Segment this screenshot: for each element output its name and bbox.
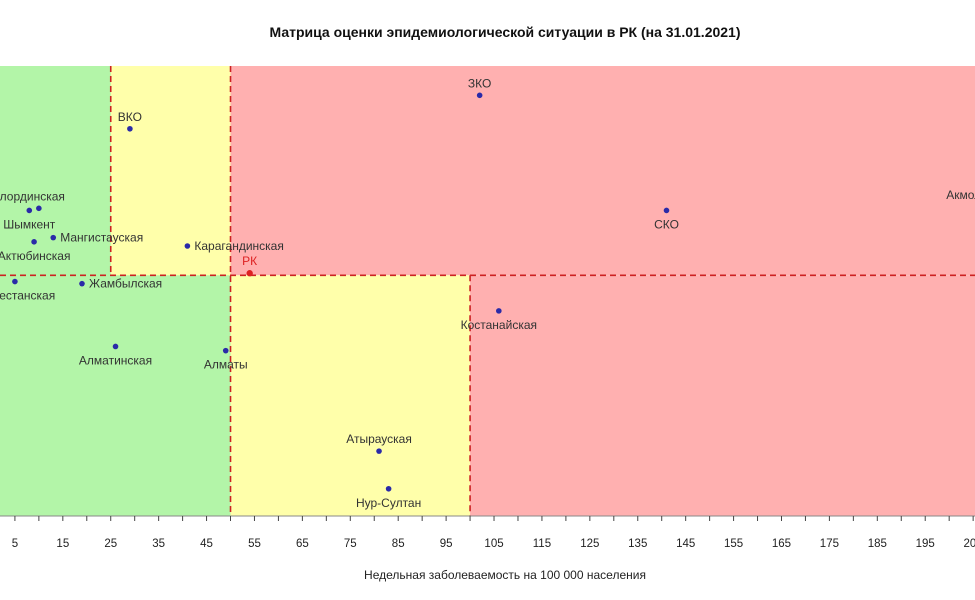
point-label: Нур-Султан — [356, 496, 421, 510]
x-tick-label: 15 — [56, 538, 69, 550]
x-axis: 0515253545556575859510511512513514515516… — [0, 515, 975, 550]
x-tick-label: 125 — [580, 538, 599, 550]
data-point: Мангистауская — [50, 231, 143, 245]
data-point: ВКО — [118, 110, 142, 132]
point-label: Актюбинская — [0, 249, 70, 263]
x-tick-label: 135 — [628, 538, 647, 550]
point-label: Кызылординская — [0, 189, 65, 203]
x-tick-label: 55 — [248, 538, 261, 550]
point-marker — [184, 243, 191, 249]
x-tick-label: 105 — [484, 538, 503, 550]
point-label: Карагандинская — [194, 239, 283, 253]
point-label: СКО — [654, 217, 679, 231]
point-label: ВКО — [118, 110, 142, 124]
data-point: Алматы — [204, 347, 248, 372]
point-marker — [79, 280, 85, 287]
x-tick-label: 85 — [392, 538, 405, 550]
x-tick-label: 205 — [964, 538, 975, 550]
data-point: Нур-Султан — [356, 485, 421, 510]
point-marker — [36, 205, 42, 212]
x-tick-label: 185 — [868, 538, 887, 550]
point-marker — [26, 207, 33, 214]
data-point: ЗКО — [468, 76, 491, 99]
point-marker — [222, 347, 229, 354]
x-tick-label: 5 — [12, 538, 18, 550]
data-point: Кызылординская — [0, 189, 65, 212]
point-label: ЗКО — [468, 76, 491, 90]
point-label: РК — [242, 254, 257, 268]
x-tick-label: 195 — [916, 538, 935, 550]
zone-yellow-top — [110, 66, 231, 276]
point-label: Атырауская — [346, 432, 412, 446]
data-point: Шымкент — [3, 207, 56, 231]
x-tick-label: 155 — [724, 538, 743, 550]
x-tick-label: 35 — [152, 538, 165, 550]
threshold-lines — [0, 66, 975, 516]
point-label: Мангистауская — [60, 231, 143, 245]
point-label: Костанайская — [461, 318, 537, 332]
data-point: Акмолинская — [946, 188, 975, 202]
data-point: Костанайская — [461, 308, 537, 332]
x-tick-label: 175 — [820, 538, 839, 550]
data-point: РК — [242, 254, 257, 277]
points-layer: ЗКОВКОПавлодарскаяАкмолинскаяСКОКызылорд… — [0, 76, 975, 509]
point-label: Акмолинская — [946, 188, 975, 202]
x-tick-label: 65 — [296, 538, 309, 550]
x-tick-label: 145 — [676, 538, 695, 550]
zone-yellow-bottom — [230, 275, 471, 516]
x-tick-label: 75 — [344, 538, 357, 550]
point-label: Шымкент — [3, 217, 56, 231]
point-marker — [476, 92, 483, 99]
zone-red-bottom — [470, 275, 975, 516]
point-marker — [496, 308, 502, 314]
point-marker — [127, 125, 133, 132]
data-point: Карагандинская — [184, 239, 284, 253]
zone-red-top — [230, 66, 975, 276]
point-marker — [50, 234, 57, 241]
point-marker — [12, 278, 18, 285]
x-tick-label: 45 — [200, 538, 213, 550]
data-point: Жамбылская — [79, 277, 162, 291]
point-marker — [112, 343, 119, 350]
data-point: Атырауская — [346, 432, 412, 454]
data-point: Актюбинская — [0, 239, 70, 263]
point-marker — [376, 448, 382, 454]
point-marker — [246, 270, 253, 277]
point-label: Алматинская — [79, 353, 152, 367]
zones-layer — [0, 66, 975, 516]
point-label: Жамбылская — [89, 277, 162, 291]
point-label: Алматы — [204, 358, 248, 372]
chart-title: Матрица оценки эпидемиологической ситуац… — [269, 24, 741, 40]
data-point: Алматинская — [79, 343, 152, 367]
x-tick-label: 25 — [104, 538, 117, 550]
point-label: Туркестанская — [0, 289, 55, 303]
x-tick-label: 115 — [533, 538, 551, 550]
point-marker — [663, 207, 670, 214]
x-axis-title: Недельная заболеваемость на 100 000 насе… — [364, 568, 646, 582]
data-point: СКО — [654, 207, 679, 231]
x-tick-label: 95 — [440, 538, 453, 550]
point-marker — [385, 485, 392, 492]
data-point: Туркестанская — [0, 278, 55, 303]
x-tick-label: 165 — [772, 538, 791, 550]
point-marker — [31, 239, 37, 245]
